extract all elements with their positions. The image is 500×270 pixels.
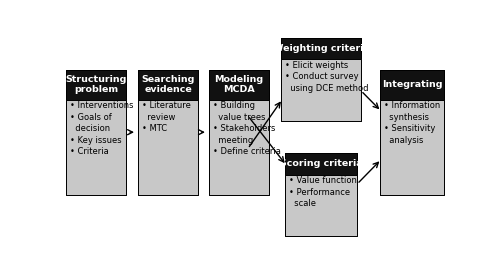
Text: Searching
evidence: Searching evidence (142, 75, 195, 94)
Text: • Interventions
• Goals of
  decision
• Key issues
• Criteria: • Interventions • Goals of decision • Ke… (70, 102, 134, 156)
Text: • Value function
• Performance
  scale: • Value function • Performance scale (289, 176, 357, 208)
Text: • Information
  synthesis
• Sensitivity
  analysis: • Information synthesis • Sensitivity an… (384, 102, 440, 145)
Bar (209, 70, 269, 100)
Bar (66, 70, 126, 195)
Text: • Building
  value trees
• Stakeholders
  meeting
• Define criteria: • Building value trees • Stakeholders me… (213, 102, 280, 156)
Text: • Elicit weights
• Conduct survey
  using DCE method: • Elicit weights • Conduct survey using … (286, 61, 369, 93)
Bar (282, 59, 361, 121)
Bar (66, 70, 126, 100)
Text: • Literature
  review
• MTC: • Literature review • MTC (142, 102, 191, 133)
Text: Scoring criteria: Scoring criteria (280, 159, 362, 168)
Bar (286, 175, 357, 236)
Bar (66, 100, 126, 195)
Text: Modeling
MCDA: Modeling MCDA (214, 75, 264, 94)
Bar (282, 38, 361, 121)
Bar (380, 70, 444, 195)
Text: Integrating: Integrating (382, 80, 442, 89)
Bar (380, 100, 444, 195)
Text: Structuring
problem: Structuring problem (66, 75, 127, 94)
Bar (286, 153, 357, 236)
Bar (209, 100, 269, 195)
Bar (209, 70, 269, 195)
Bar (286, 153, 357, 175)
Bar (282, 38, 361, 59)
Bar (138, 100, 198, 195)
Text: Weighting criteria: Weighting criteria (272, 44, 370, 53)
Bar (138, 70, 198, 195)
Bar (380, 70, 444, 100)
Bar (138, 70, 198, 100)
